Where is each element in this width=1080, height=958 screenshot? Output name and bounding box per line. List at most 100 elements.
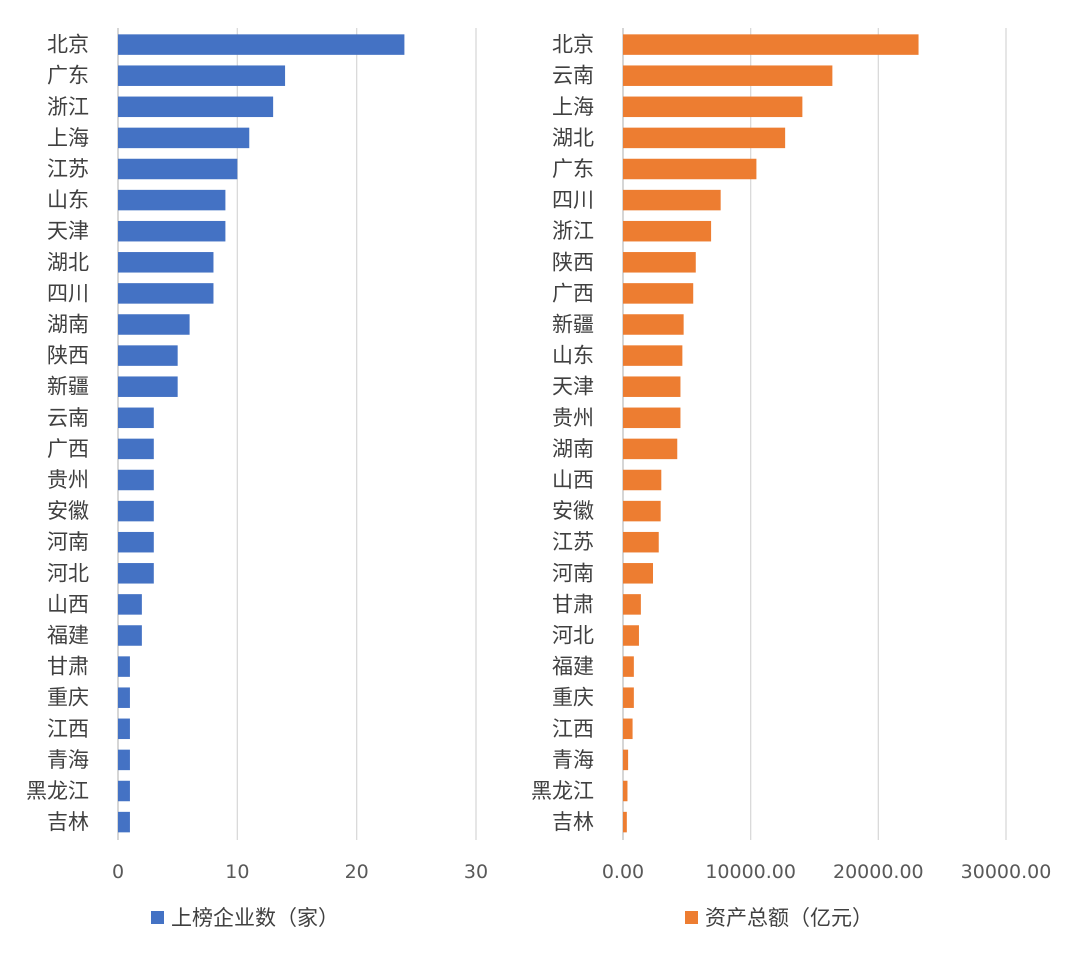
- bar: [118, 811, 130, 833]
- bar: [118, 127, 250, 149]
- category-label: 黑龙江: [26, 779, 89, 803]
- bar: [118, 531, 154, 553]
- bar: [623, 345, 683, 366]
- bar: [623, 96, 803, 118]
- bar: [118, 625, 142, 646]
- category-label: 河北: [47, 561, 89, 585]
- bar: [118, 34, 405, 55]
- category-label: 重庆: [552, 686, 594, 710]
- bar: [623, 65, 833, 86]
- category-label: 广东: [552, 157, 594, 181]
- bar: [118, 376, 178, 397]
- bar: [623, 438, 678, 460]
- category-label: 安徽: [552, 499, 594, 523]
- bar: [118, 749, 130, 771]
- bar: [118, 252, 214, 273]
- bar: [623, 158, 757, 180]
- bar: [623, 749, 629, 771]
- bar: [118, 438, 154, 460]
- bar: [118, 656, 130, 677]
- category-label: 四川: [47, 281, 89, 305]
- bar: [118, 158, 238, 180]
- category-label: 青海: [47, 748, 89, 772]
- x-tick-label: 10: [225, 861, 249, 883]
- category-label: 江苏: [552, 530, 594, 554]
- category-label: 河北: [552, 624, 594, 648]
- legend-swatch: [685, 911, 698, 924]
- category-label: 陕西: [47, 344, 89, 368]
- bar: [623, 563, 654, 584]
- legend-label: 上榜企业数（家）: [171, 906, 339, 930]
- bar: [118, 500, 154, 522]
- bar: [118, 220, 226, 242]
- category-label: 山东: [552, 344, 594, 368]
- bar: [623, 314, 684, 335]
- bar: [118, 780, 130, 802]
- bar: [623, 252, 696, 273]
- category-label: 江苏: [47, 157, 89, 181]
- bar: [623, 220, 712, 242]
- total-assets-chart: 0.00 10000.00 20000.00 30000.00 北京云南上海湖北广东四川…: [531, 28, 1051, 930]
- category-label: 新疆: [552, 313, 594, 337]
- bar: [623, 127, 786, 149]
- category-label: 上海: [552, 95, 594, 119]
- bar: [118, 594, 142, 615]
- category-label: 湖北: [47, 250, 89, 274]
- bar: [118, 469, 154, 491]
- bar: [118, 563, 154, 584]
- bar: [623, 718, 633, 740]
- x-tick-label: 20000.00: [833, 861, 924, 883]
- category-label: 北京: [552, 33, 594, 57]
- category-label: 山东: [47, 188, 89, 212]
- x-tick-label: 30: [464, 861, 488, 883]
- legend-swatch: [151, 911, 164, 924]
- x-tick-label: 10000.00: [705, 861, 796, 883]
- category-label: 山西: [47, 592, 89, 616]
- category-label: 广西: [552, 281, 594, 305]
- category-label: 江西: [47, 717, 89, 741]
- category-label: 江西: [552, 717, 594, 741]
- bar: [623, 407, 681, 429]
- category-label: 广东: [47, 64, 89, 88]
- category-label: 吉林: [552, 810, 594, 834]
- category-label: 福建: [47, 624, 89, 648]
- bar: [118, 283, 214, 304]
- x-tick-label: 0.00: [602, 861, 644, 883]
- category-label: 四川: [552, 188, 594, 212]
- x-tick-label: 30000.00: [961, 861, 1052, 883]
- bar: [118, 687, 130, 708]
- bar: [623, 283, 694, 304]
- category-label: 湖南: [552, 437, 594, 461]
- category-label: 甘肃: [47, 655, 89, 679]
- category-label: 湖南: [47, 313, 89, 337]
- bar: [118, 718, 130, 740]
- bar: [623, 625, 639, 646]
- bar: [623, 376, 681, 397]
- bar: [623, 687, 634, 708]
- category-label: 浙江: [47, 95, 89, 119]
- legend-label: 资产总额（亿元）: [705, 906, 873, 930]
- bar: [118, 189, 226, 211]
- category-label: 甘肃: [552, 592, 594, 616]
- bar: [118, 65, 286, 86]
- category-label: 陕西: [552, 250, 594, 274]
- companies-count-chart: 0 10 20 30 北京广东浙江上海江苏山东天津湖北四川湖南陕西新疆云南广西贵州安徽河…: [26, 28, 488, 930]
- category-label: 上海: [47, 126, 89, 150]
- bar: [623, 469, 662, 491]
- bar: [118, 314, 190, 335]
- category-label: 天津: [47, 219, 89, 243]
- category-label: 浙江: [552, 219, 594, 243]
- category-label: 贵州: [552, 406, 594, 430]
- category-label: 山西: [552, 468, 594, 492]
- bar: [623, 34, 919, 55]
- bar: [623, 531, 659, 553]
- category-label: 北京: [47, 33, 89, 57]
- category-label: 贵州: [47, 468, 89, 492]
- bar: [623, 811, 627, 833]
- bar: [118, 345, 178, 366]
- category-label: 青海: [552, 748, 594, 772]
- category-label: 河南: [552, 561, 594, 585]
- category-label: 天津: [552, 375, 594, 399]
